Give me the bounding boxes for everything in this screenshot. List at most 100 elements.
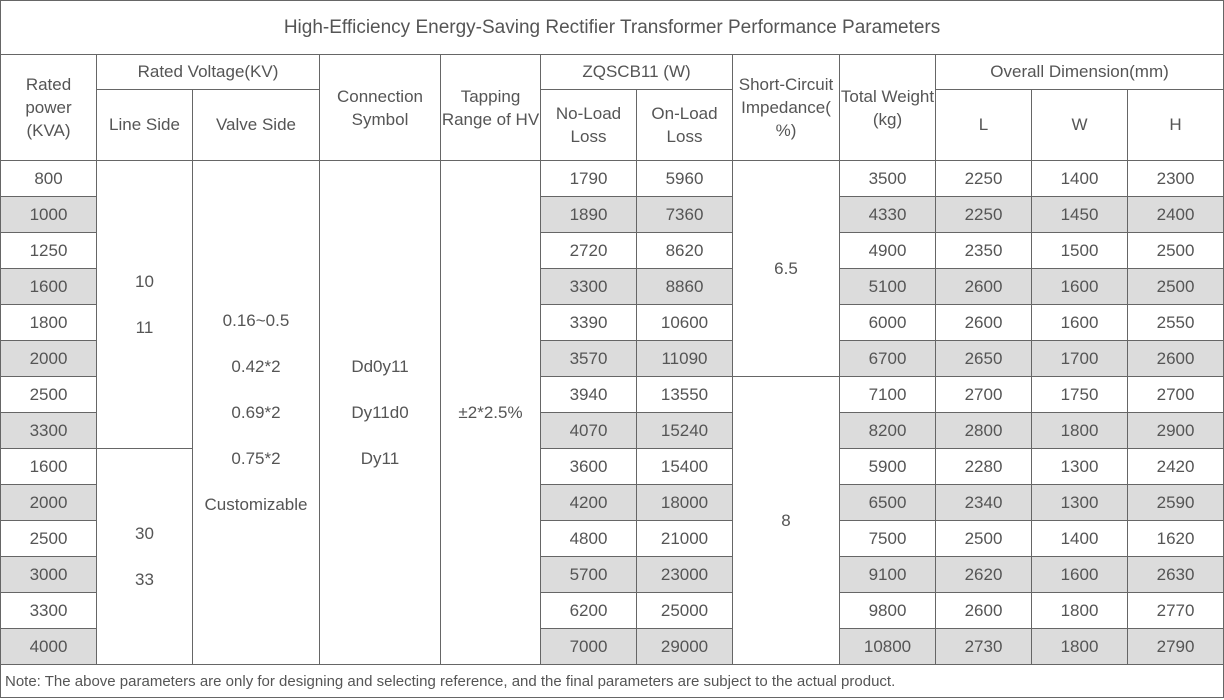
cell-total-weight: 4330 bbox=[839, 196, 936, 233]
cell-rated-power: 1000 bbox=[0, 196, 97, 233]
cell-rated-power: 1250 bbox=[0, 232, 97, 269]
cell-rated-power: 3300 bbox=[0, 412, 97, 449]
cell-rated-power: 2000 bbox=[0, 484, 97, 521]
cell-dim-l: 2250 bbox=[935, 160, 1032, 197]
cell-on-load-loss: 18000 bbox=[636, 484, 733, 521]
cell-dim-h: 2770 bbox=[1126, 592, 1224, 629]
header-connection-symbol: Connection Symbol bbox=[319, 54, 441, 161]
cell-dim-h: 2700 bbox=[1126, 376, 1224, 413]
cell-no-load-loss: 3390 bbox=[540, 304, 637, 341]
cell-valve-side-value: 0.75*2 bbox=[231, 448, 281, 468]
cell-total-weight: 6700 bbox=[839, 340, 936, 377]
table-row: 800 10 11 0.16~0.5 0.42*2 0.69*2 0.75*2 Customi… bbox=[0, 160, 1224, 665]
cell-connection-symbol: Dd0y11 Dy11d0 Dy11 bbox=[319, 160, 441, 665]
cell-line-side-group-1: 10 11 bbox=[96, 160, 193, 449]
table-row: 1250 2720 8620 4900 2350 1500 2500 bbox=[0, 232, 1224, 269]
cell-on-load-loss: 23000 bbox=[636, 556, 733, 593]
header-overall-dimension: Overall Dimension(mm) bbox=[934, 54, 1224, 90]
cell-dim-l: 2280 bbox=[935, 448, 1032, 485]
cell-dim-h: 2500 bbox=[1126, 232, 1224, 269]
cell-dim-l: 2600 bbox=[935, 592, 1032, 629]
cell-total-weight: 5900 bbox=[839, 448, 936, 485]
cell-on-load-loss: 13550 bbox=[636, 376, 733, 413]
header-short-circuit-impedance: Short-Circuit Impedance( %) bbox=[732, 54, 840, 161]
cell-impedance-group-1: 6.5 bbox=[732, 160, 840, 377]
cell-line-side-group-2: 30 33 bbox=[96, 448, 193, 665]
cell-on-load-loss: 21000 bbox=[636, 520, 733, 557]
cell-dim-h: 2420 bbox=[1126, 448, 1224, 485]
header-total-weight: Total Weight (kg) bbox=[839, 54, 936, 161]
cell-on-load-loss: 8620 bbox=[636, 232, 733, 269]
cell-on-load-loss: 29000 bbox=[636, 628, 733, 665]
cell-connection-symbol-value: Dy11d0 bbox=[351, 402, 409, 422]
cell-valve-side-value: Customizable bbox=[204, 494, 308, 514]
cell-valve-side-value: 0.69*2 bbox=[231, 402, 281, 422]
cell-no-load-loss: 6200 bbox=[540, 592, 637, 629]
cell-total-weight: 7500 bbox=[839, 520, 936, 557]
cell-no-load-loss: 1790 bbox=[540, 160, 637, 197]
cell-dim-w: 1600 bbox=[1031, 268, 1128, 305]
cell-dim-w: 1700 bbox=[1031, 340, 1128, 377]
cell-dim-h: 2500 bbox=[1126, 268, 1224, 305]
cell-rated-power: 1600 bbox=[0, 268, 97, 305]
cell-on-load-loss: 10600 bbox=[636, 304, 733, 341]
table-row: 1000 1890 7360 4330 2250 1450 2400 bbox=[0, 196, 1224, 233]
cell-connection-symbol-value: Dd0y11 bbox=[351, 356, 409, 376]
cell-line-side-group-2-value: 30 bbox=[135, 523, 154, 543]
cell-total-weight: 9800 bbox=[839, 592, 936, 629]
cell-on-load-loss: 8860 bbox=[636, 268, 733, 305]
cell-line-side-group-1-value: 10 bbox=[135, 271, 154, 291]
cell-dim-w: 1750 bbox=[1031, 376, 1128, 413]
cell-dim-h: 2400 bbox=[1126, 196, 1224, 233]
cell-rated-power: 3000 bbox=[0, 556, 97, 593]
cell-dim-h: 2790 bbox=[1126, 628, 1224, 665]
cell-dim-l: 2500 bbox=[935, 520, 1032, 557]
cell-dim-l: 2250 bbox=[935, 196, 1032, 233]
cell-total-weight: 6500 bbox=[839, 484, 936, 521]
cell-on-load-loss: 5960 bbox=[636, 160, 733, 197]
cell-dim-h: 2630 bbox=[1126, 556, 1224, 593]
cell-dim-h: 2300 bbox=[1126, 160, 1224, 197]
header-on-load-loss: On-Load Loss bbox=[636, 89, 733, 161]
cell-dim-w: 1600 bbox=[1031, 556, 1128, 593]
table-row: 4000 7000 29000 10800 2730 1800 2790 bbox=[0, 628, 1224, 665]
cell-total-weight: 8200 bbox=[839, 412, 936, 449]
cell-dim-w: 1800 bbox=[1031, 592, 1128, 629]
cell-total-weight: 10800 bbox=[839, 628, 936, 665]
cell-dim-w: 1400 bbox=[1031, 160, 1128, 197]
cell-no-load-loss: 3570 bbox=[540, 340, 637, 377]
table-row: 1800 3390 10600 6000 2600 1600 2550 bbox=[0, 304, 1224, 341]
cell-dim-h: 1620 bbox=[1126, 520, 1224, 557]
cell-line-side-group-2-value: 33 bbox=[135, 569, 154, 589]
header-line-side: Line Side bbox=[96, 89, 193, 161]
header-valve-side: Valve Side bbox=[192, 89, 320, 161]
table-row: 3000 5700 23000 9100 2620 1600 2630 bbox=[0, 556, 1224, 593]
cell-dim-w: 1600 bbox=[1031, 304, 1128, 341]
header-zqscb11: ZQSCB11 (W) bbox=[540, 54, 733, 90]
cell-dim-l: 2600 bbox=[935, 304, 1032, 341]
table-title: High-Efficiency Energy-Saving Rectifier … bbox=[0, 0, 1224, 55]
table-row: 3300 4070 15240 8200 2800 1800 2900 bbox=[0, 412, 1224, 449]
cell-dim-w: 1300 bbox=[1031, 484, 1128, 521]
cell-total-weight: 5100 bbox=[839, 268, 936, 305]
cell-no-load-loss: 4070 bbox=[540, 412, 637, 449]
header-rated-power: Rated power (KVA) bbox=[0, 54, 97, 161]
cell-total-weight: 6000 bbox=[839, 304, 936, 341]
cell-no-load-loss: 5700 bbox=[540, 556, 637, 593]
cell-no-load-loss: 3600 bbox=[540, 448, 637, 485]
cell-dim-l: 2350 bbox=[935, 232, 1032, 269]
cell-valve-side: 0.16~0.5 0.42*2 0.69*2 0.75*2 Customizable bbox=[192, 160, 320, 665]
header-dim-h: H bbox=[1126, 89, 1224, 161]
cell-no-load-loss: 3300 bbox=[540, 268, 637, 305]
table-row: 1600 3300 8860 5100 2600 1600 2500 bbox=[0, 268, 1224, 305]
cell-total-weight: 4900 bbox=[839, 232, 936, 269]
cell-dim-w: 1800 bbox=[1031, 628, 1128, 665]
cell-dim-w: 1500 bbox=[1031, 232, 1128, 269]
cell-connection-symbol-value: Dy11 bbox=[360, 448, 400, 468]
cell-dim-w: 1800 bbox=[1031, 412, 1128, 449]
table-row: 2500 4800 21000 7500 2500 1400 1620 bbox=[0, 520, 1224, 557]
table-row: 2000 3570 11090 6700 2650 1700 2600 bbox=[0, 340, 1224, 377]
cell-no-load-loss: 4800 bbox=[540, 520, 637, 557]
cell-dim-l: 2800 bbox=[935, 412, 1032, 449]
